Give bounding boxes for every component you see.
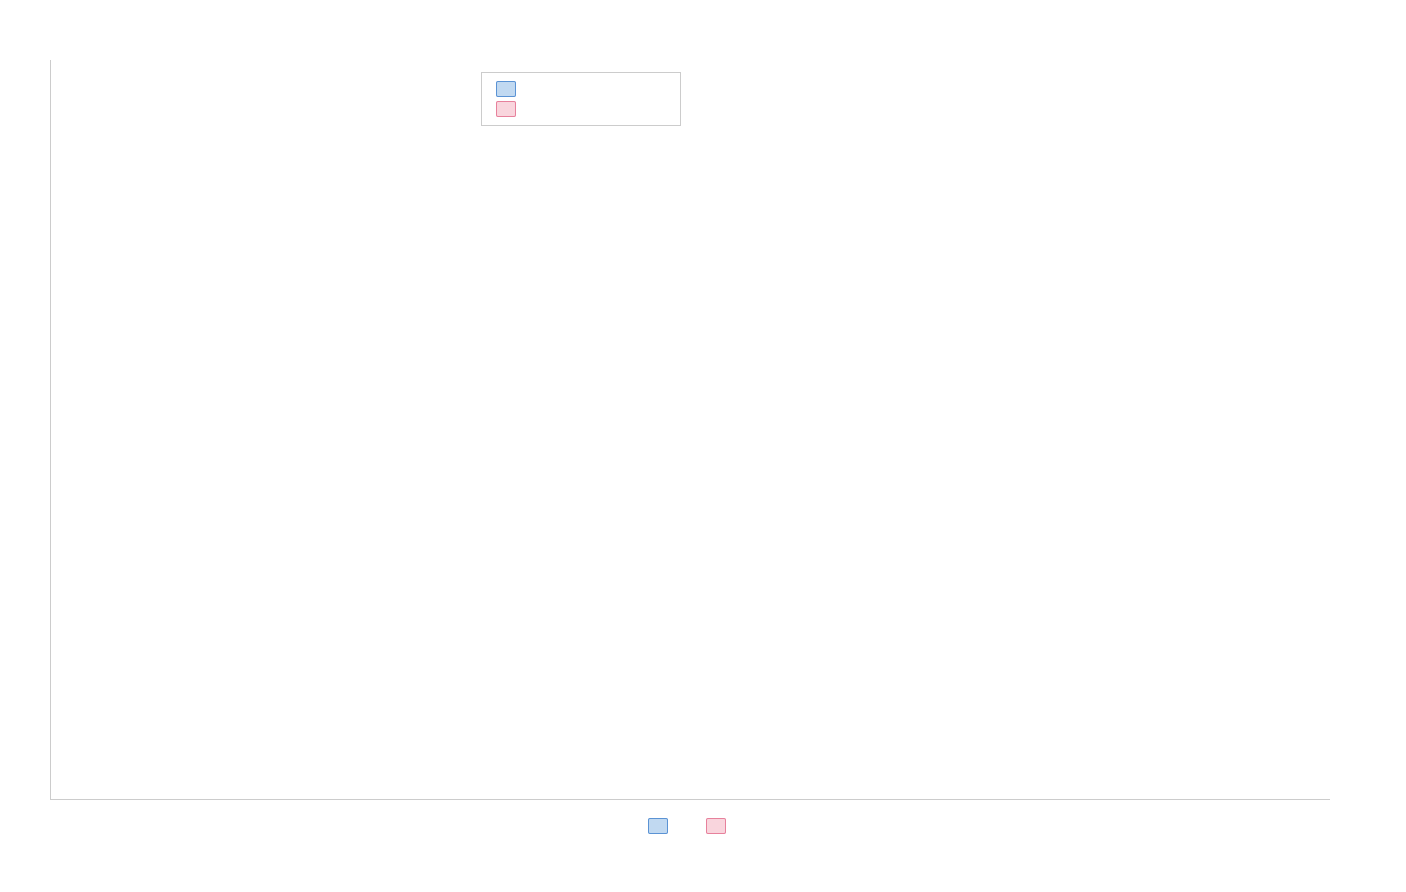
bottom-legend <box>648 818 734 834</box>
swatch-pink-icon <box>496 101 516 117</box>
legend-item-1 <box>648 818 676 834</box>
swatch-blue-icon <box>648 818 668 834</box>
chart-container <box>50 50 1370 840</box>
stats-legend <box>481 72 681 126</box>
plot-area <box>50 60 1330 800</box>
stats-row-1 <box>496 79 666 99</box>
swatch-blue-icon <box>496 81 516 97</box>
chart-header <box>0 0 1406 20</box>
stats-row-2 <box>496 99 666 119</box>
swatch-pink-icon <box>706 818 726 834</box>
legend-item-2 <box>706 818 734 834</box>
